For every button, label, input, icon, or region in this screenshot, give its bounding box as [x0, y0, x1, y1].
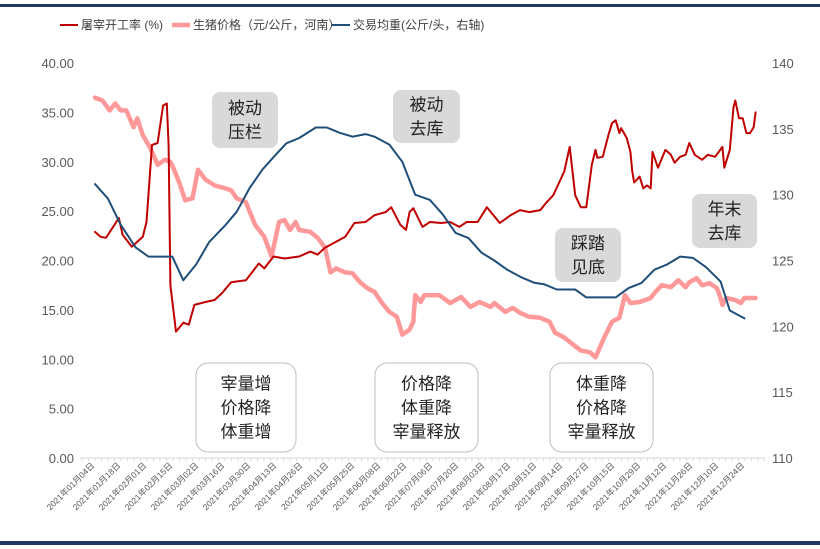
annotation-text: 宰量释放 — [568, 423, 636, 443]
series-line-1 — [94, 99, 757, 333]
right-axis-tick-label: 120 — [772, 319, 794, 334]
annotation-text: 价格降 — [401, 375, 452, 395]
annotation-text: 价格降 — [576, 399, 627, 419]
right-axis-tick-label: 135 — [772, 122, 794, 137]
series-line-2 — [92, 95, 758, 360]
annotation-text: 体重降 — [576, 375, 627, 395]
left-axis-tick-label: 30.00 — [41, 155, 74, 170]
annotation-text: 去库 — [410, 120, 444, 140]
top-rule — [0, 4, 820, 7]
legend-item: 屠宰开工率 (%) — [60, 17, 163, 32]
left-axis-tick-label: 35.00 — [41, 105, 74, 120]
legend-label: 交易均重(公斤/头，右轴) — [353, 17, 484, 32]
annotation-background — [393, 90, 460, 143]
annotation-text: 年末 — [708, 200, 742, 220]
annotation-text: 体重降 — [401, 399, 452, 419]
legend-label: 屠宰开工率 (%) — [81, 17, 163, 32]
annotation-text: 被动 — [228, 99, 262, 119]
right-axis-tick-label: 115 — [772, 385, 793, 400]
left-axis-tick-label: 15.00 — [41, 303, 74, 318]
legend-item: 交易均重(公斤/头，右轴) — [332, 17, 484, 32]
annotation-background — [549, 362, 654, 453]
series-line-3 — [94, 126, 746, 320]
annotation-text: 去库 — [708, 224, 742, 244]
legend-item: 生猪价格（元/公斤，河南） — [172, 17, 340, 32]
annotation-text: 被动 — [410, 96, 444, 116]
bottom-rule — [0, 541, 820, 545]
annotation-background — [692, 194, 757, 248]
annotation-text: 见底 — [571, 258, 605, 278]
left-axis-tick-label: 10.00 — [41, 352, 74, 367]
annotation-text: 压栏 — [228, 123, 262, 143]
right-axis-tick-label: 125 — [772, 254, 794, 269]
x-axis-tick-label: 2021年12月24日 — [695, 460, 747, 512]
annotation-background — [374, 362, 479, 453]
annotation-text: 价格降 — [221, 399, 272, 419]
annotation-text: 体重增 — [221, 423, 272, 443]
right-axis-tick-label: 140 — [772, 56, 794, 71]
right-axis-tick-label: 130 — [772, 188, 794, 203]
annotation-background — [212, 92, 278, 148]
annotation-background — [195, 362, 297, 453]
annotation-text: 宰量增 — [221, 375, 272, 395]
legend-label: 生猪价格（元/公斤，河南） — [193, 17, 340, 32]
annotation-background — [555, 228, 621, 282]
left-axis-tick-label: 40.00 — [41, 56, 74, 71]
right-axis-tick-label: 110 — [772, 451, 793, 466]
left-axis-tick-label: 5.00 — [49, 402, 74, 417]
annotation-text: 踩踏 — [571, 234, 605, 254]
left-axis-tick-label: 20.00 — [41, 254, 74, 269]
left-axis-tick-label: 0.00 — [49, 451, 74, 466]
annotation-text: 宰量释放 — [393, 423, 461, 443]
left-axis-tick-label: 25.00 — [41, 204, 74, 219]
